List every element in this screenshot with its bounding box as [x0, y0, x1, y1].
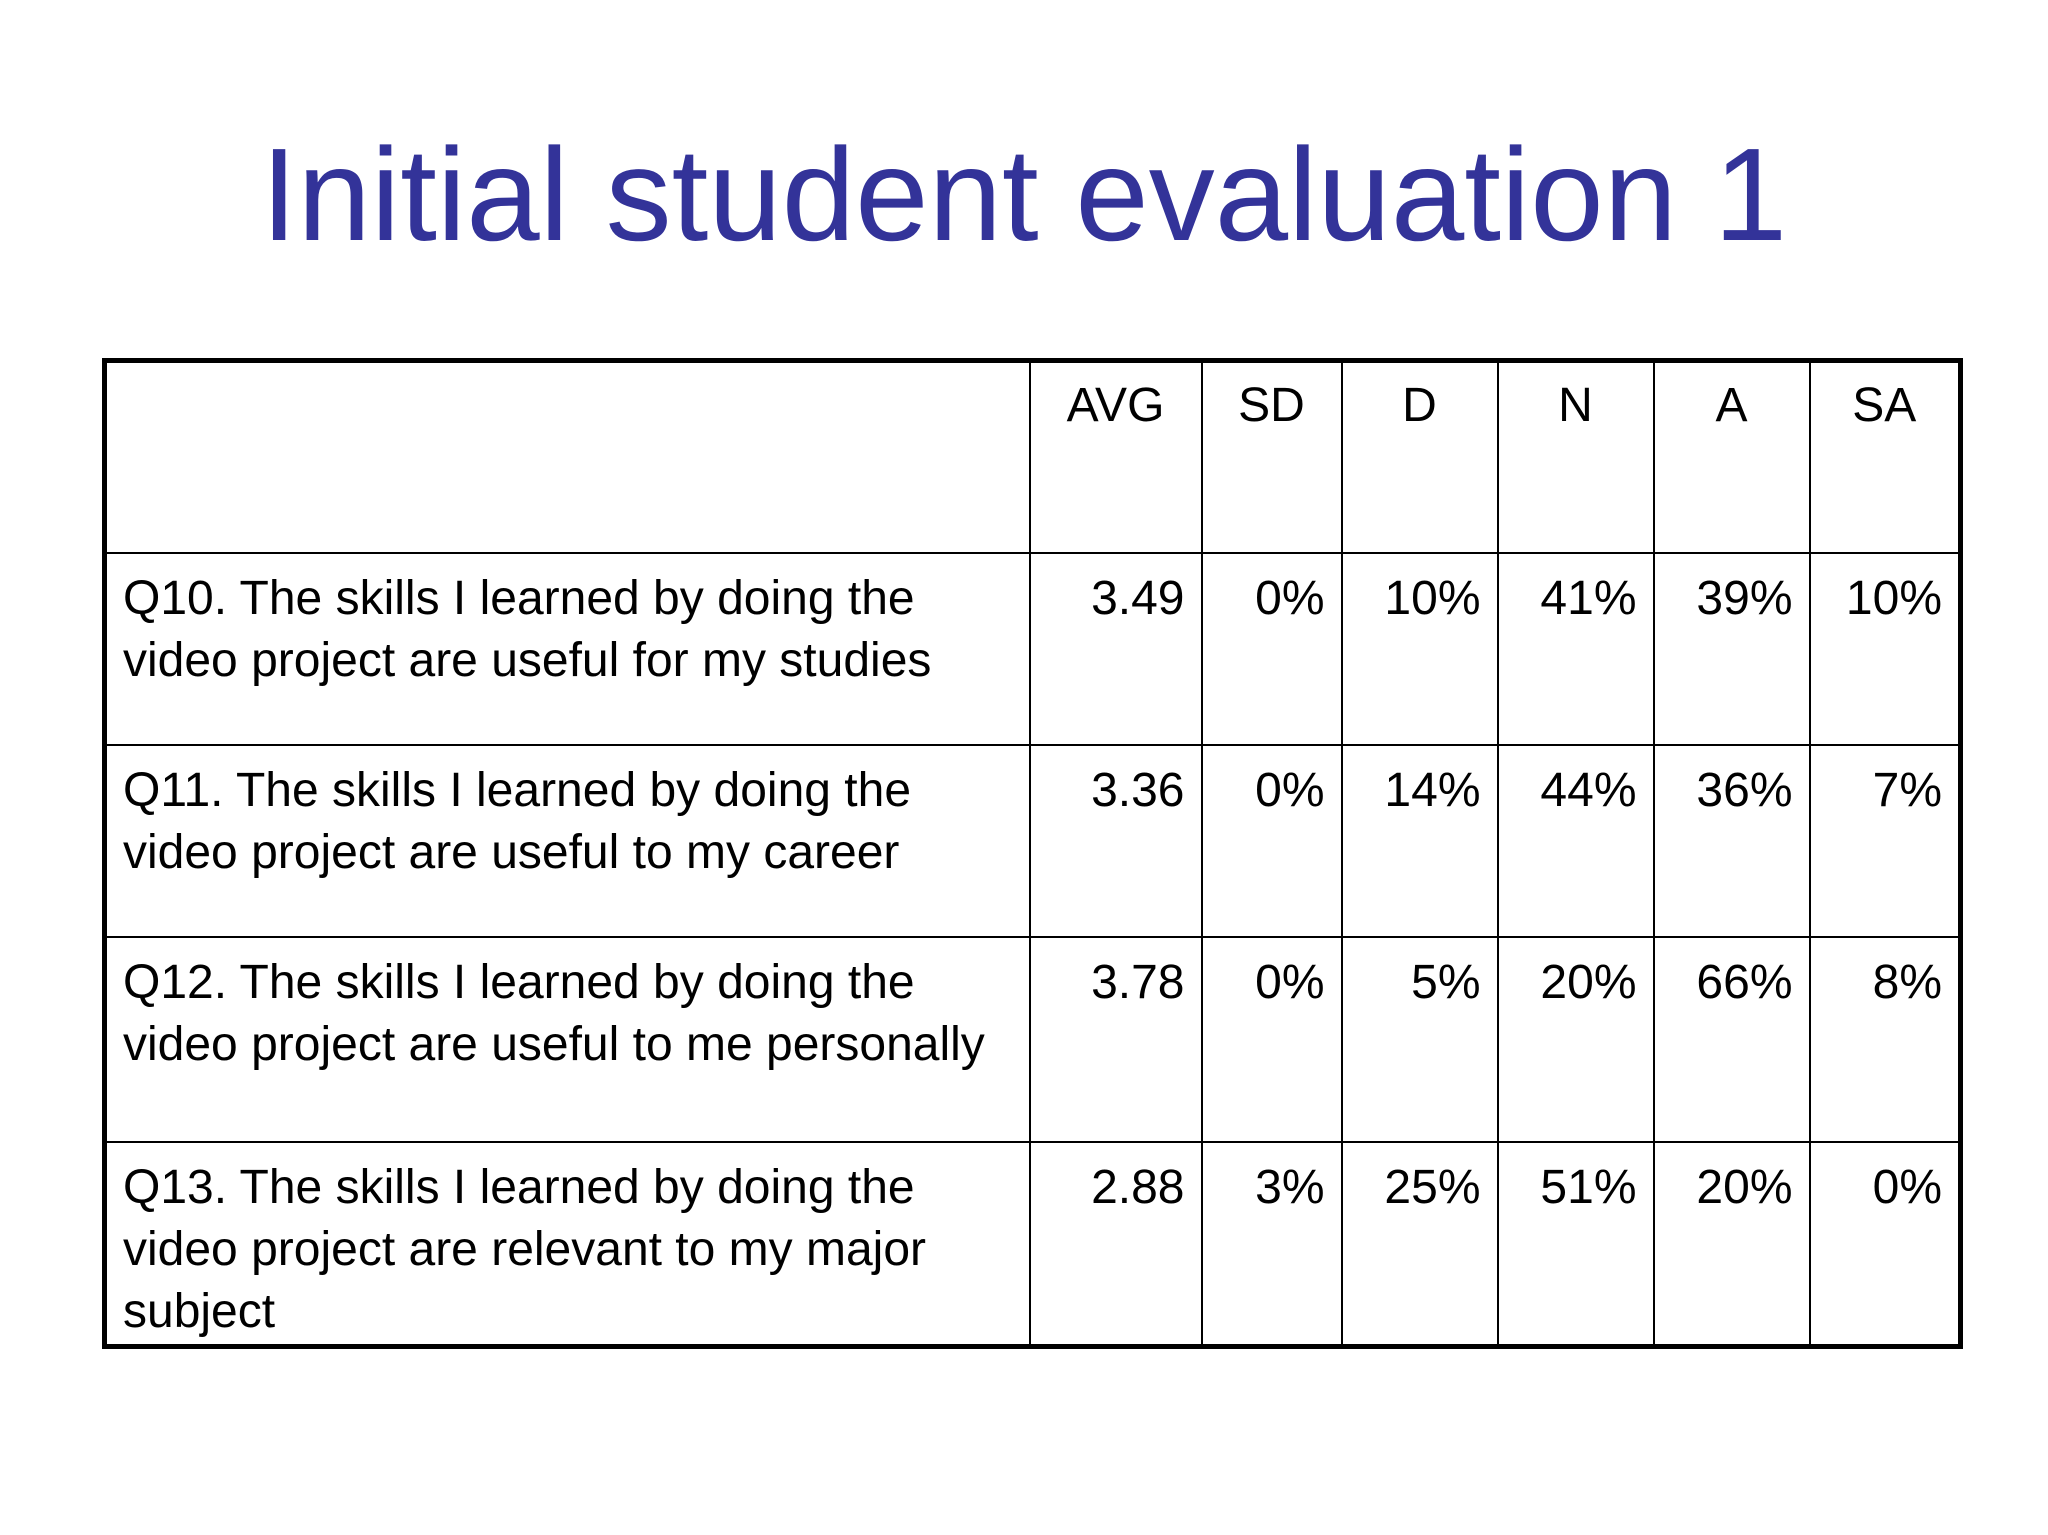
- question-cell: Q13. The skills I learned by doing the v…: [103, 1140, 1031, 1348]
- header-d: D: [1340, 359, 1499, 554]
- avg-cell: 3.49: [1028, 551, 1203, 746]
- sd-cell: 3%: [1200, 1140, 1343, 1348]
- sa-cell: 0%: [1808, 1140, 1962, 1348]
- table-row: Q13. The skills I learned by doing the v…: [103, 1140, 1962, 1348]
- header-sa: SA: [1808, 359, 1962, 554]
- sd-cell: 0%: [1200, 743, 1343, 938]
- sa-cell: 7%: [1808, 743, 1962, 938]
- n-cell: 51%: [1496, 1140, 1655, 1348]
- d-cell: 10%: [1340, 551, 1499, 746]
- table-row: Q11. The skills I learned by doing the v…: [103, 743, 1962, 938]
- question-cell: Q12. The skills I learned by doing the v…: [103, 935, 1031, 1143]
- header-avg: AVG: [1028, 359, 1203, 554]
- evaluation-table: AVG SD D N A SA Q10. The skills I learne…: [102, 358, 1963, 1349]
- n-cell: 44%: [1496, 743, 1655, 938]
- avg-cell: 3.36: [1028, 743, 1203, 938]
- header-n: N: [1496, 359, 1655, 554]
- table-row: Q12. The skills I learned by doing the v…: [103, 935, 1962, 1143]
- slide-title: Initial student evaluation 1: [260, 121, 1788, 268]
- n-cell: 41%: [1496, 551, 1655, 746]
- table-header-row: AVG SD D N A SA: [103, 359, 1962, 554]
- sd-cell: 0%: [1200, 551, 1343, 746]
- table-row: Q10. The skills I learned by doing the v…: [103, 551, 1962, 746]
- question-cell: Q11. The skills I learned by doing the v…: [103, 743, 1031, 938]
- a-cell: 39%: [1652, 551, 1811, 746]
- avg-cell: 3.78: [1028, 935, 1203, 1143]
- question-cell: Q10. The skills I learned by doing the v…: [103, 551, 1031, 746]
- a-cell: 36%: [1652, 743, 1811, 938]
- header-blank-cell: [103, 359, 1031, 554]
- a-cell: 20%: [1652, 1140, 1811, 1348]
- sa-cell: 10%: [1808, 551, 1962, 746]
- a-cell: 66%: [1652, 935, 1811, 1143]
- header-sd: SD: [1200, 359, 1343, 554]
- n-cell: 20%: [1496, 935, 1655, 1143]
- d-cell: 14%: [1340, 743, 1499, 938]
- avg-cell: 2.88: [1028, 1140, 1203, 1348]
- d-cell: 25%: [1340, 1140, 1499, 1348]
- sd-cell: 0%: [1200, 935, 1343, 1143]
- header-a: A: [1652, 359, 1811, 554]
- sa-cell: 8%: [1808, 935, 1962, 1143]
- d-cell: 5%: [1340, 935, 1499, 1143]
